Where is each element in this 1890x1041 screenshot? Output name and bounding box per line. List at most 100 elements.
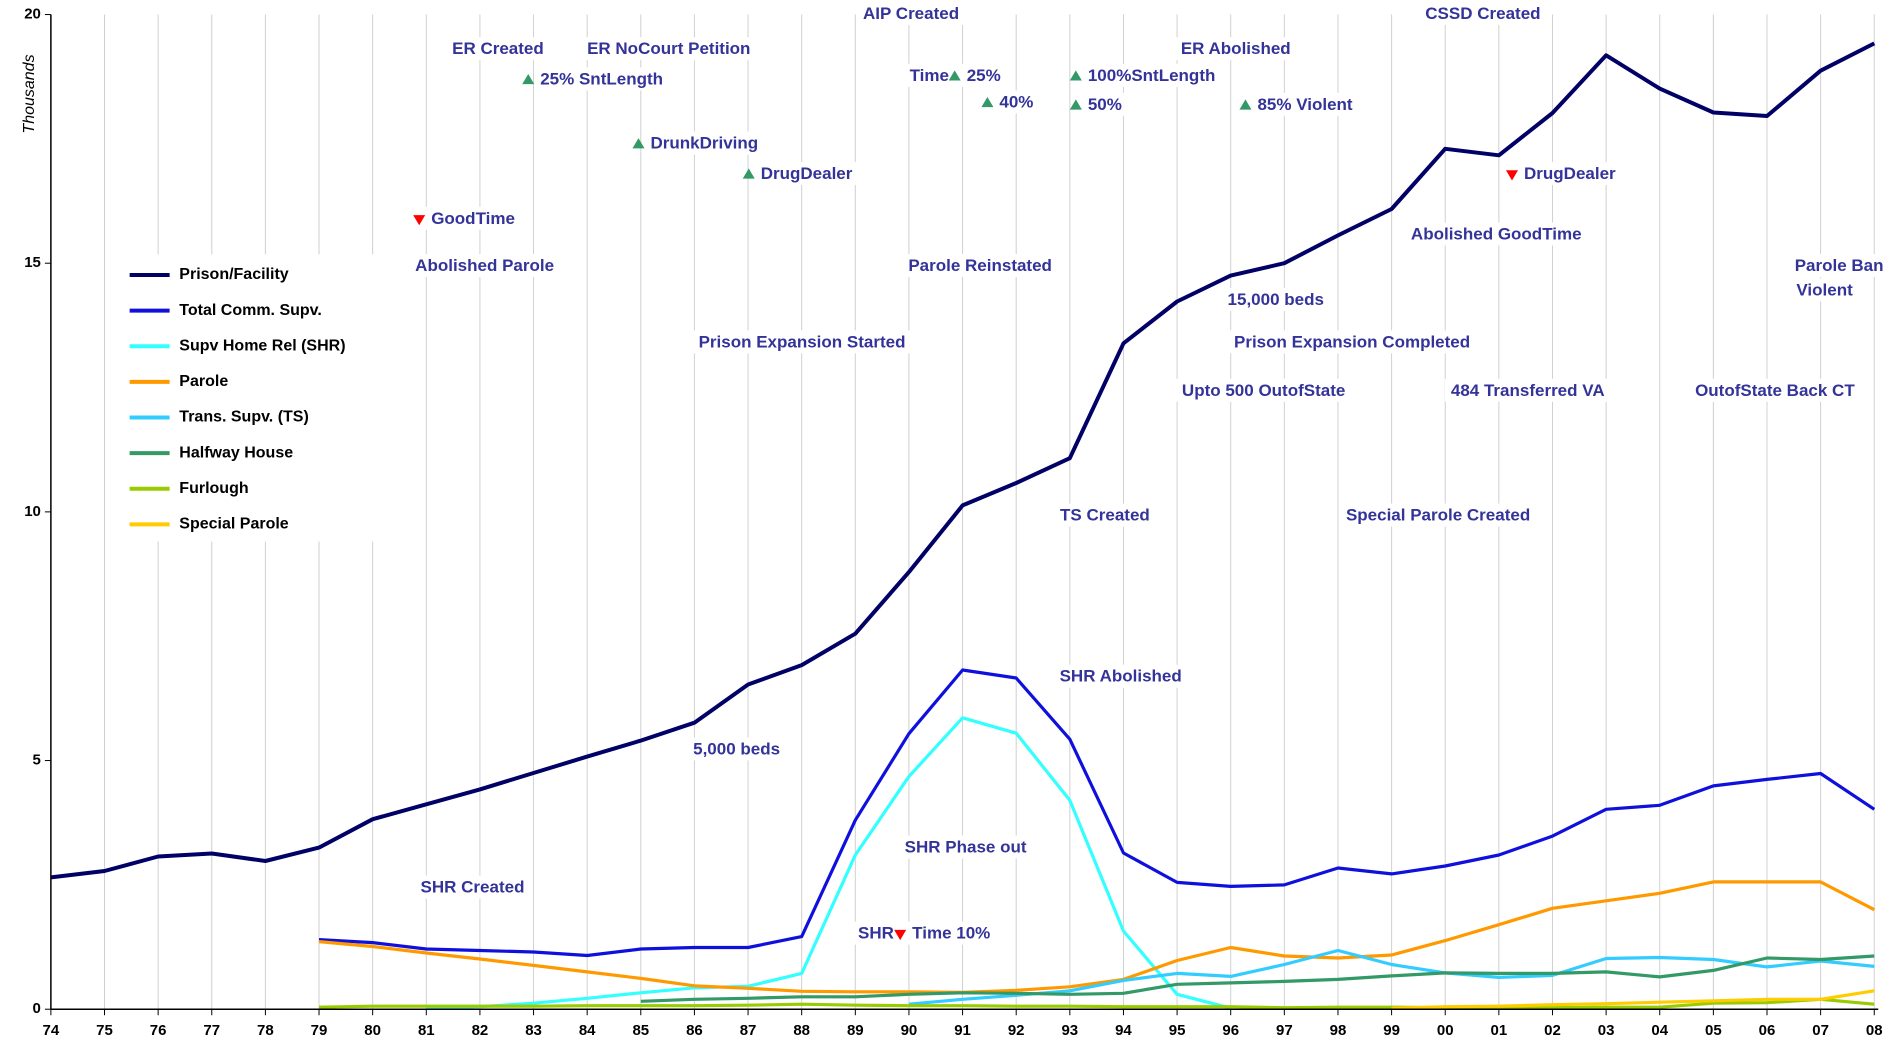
annotation: Violent	[1790, 278, 1860, 302]
x-tick-label: 79	[311, 1022, 328, 1039]
annotation-text: Violent	[1796, 280, 1853, 299]
annotation-marker	[981, 96, 994, 108]
annotation-text: 25% SntLength	[540, 69, 663, 88]
annotation-bg	[906, 921, 997, 945]
annotation-marker	[1069, 99, 1082, 110]
annotation: 40%	[981, 90, 1040, 114]
annotation-marker	[632, 138, 645, 149]
annotation-bg	[902, 254, 1058, 278]
x-tick-label: 83	[525, 1022, 542, 1039]
annotation: 100%SntLength	[1069, 63, 1222, 87]
x-tick-label: 81	[418, 1022, 435, 1039]
x-tick-label: 91	[954, 1022, 971, 1039]
annotation-text: Prison Expansion Started	[699, 332, 906, 351]
x-tick-label: 84	[579, 1022, 596, 1039]
x-tick-label: 99	[1383, 1022, 1400, 1039]
annotation-bg	[1689, 378, 1862, 402]
annotation-bg	[1227, 330, 1477, 354]
x-tick-label: 94	[1115, 1022, 1132, 1039]
annotation: GoodTime	[413, 206, 521, 230]
annotation-bg	[1790, 278, 1860, 302]
annotation-text: Upto 500 OutofState	[1182, 381, 1345, 400]
annotation: CSSD Created	[1419, 2, 1547, 26]
annotation-bg	[534, 67, 670, 91]
annotation-marker	[948, 70, 961, 81]
annotation-bg	[1175, 378, 1352, 402]
x-tick-label: 89	[847, 1022, 864, 1039]
y-tick-label: 15	[24, 254, 41, 271]
annotation: SHR Created	[414, 875, 531, 899]
annotation-text: Parole Ban	[1795, 256, 1884, 275]
x-tick-label: 86	[686, 1022, 703, 1039]
x-tick-label: 06	[1759, 1022, 1776, 1039]
annotation-text: OutofState Back CT	[1695, 381, 1855, 400]
annotation-bg	[903, 63, 955, 87]
annotation: 15,000 beds	[1221, 287, 1330, 311]
annotation-text: DrunkDriving	[650, 134, 758, 153]
series-line	[318, 668, 1876, 958]
annotation: Abolished GoodTime	[1404, 222, 1588, 246]
x-tick-label: 93	[1061, 1022, 1078, 1039]
annotation-text: SHR	[858, 924, 894, 943]
annotation: ER Created	[446, 37, 550, 61]
annotation-text: SHR Created	[421, 878, 525, 897]
annotation-bg	[414, 875, 531, 899]
y-axis-label: Thousands	[21, 54, 38, 133]
annotation: DrunkDriving	[632, 131, 765, 155]
annotation-text: Time 10%	[912, 924, 990, 943]
legend: Prison/Facility Total Comm. Supv. Supv Hom…	[121, 254, 388, 542]
annotation: ER Abolished	[1174, 37, 1297, 61]
annotation-text: DrugDealer	[761, 164, 853, 183]
x-tick-label: 08	[1866, 1022, 1883, 1039]
x-tick-label: 82	[472, 1022, 489, 1039]
x-tick-label: 04	[1651, 1022, 1668, 1039]
x-tick-label: 97	[1276, 1022, 1293, 1039]
annotation: OutofState Back CT	[1689, 378, 1862, 402]
annotation-bg	[851, 921, 900, 945]
annotation-bg	[1788, 254, 1890, 278]
series-line	[318, 880, 1876, 994]
x-tick-label: 92	[1008, 1022, 1025, 1039]
annotation-bg	[425, 206, 521, 230]
annotation-bg	[1081, 63, 1222, 87]
annotation-text: Special Parole Created	[1346, 506, 1530, 525]
annotation-bg	[754, 161, 859, 185]
annotation-bg	[1174, 37, 1297, 61]
legend-bg	[121, 254, 388, 542]
x-tick-label: 05	[1705, 1022, 1722, 1039]
annotation-text: 484 Transferred VA	[1451, 381, 1605, 400]
annotation-bg	[960, 63, 1007, 87]
annotation-text: 15,000 beds	[1228, 290, 1324, 309]
annotation: Time	[903, 63, 955, 87]
lines	[50, 41, 1876, 1010]
annotation-text: 40%	[999, 92, 1033, 111]
x-tick-label: 95	[1169, 1022, 1186, 1039]
legend-label: Halfway House	[179, 444, 293, 461]
annotation: Parole Reinstated	[902, 254, 1058, 278]
annotation-text: ER Abolished	[1181, 39, 1291, 58]
annotation-marker	[413, 215, 426, 226]
annotation: DrugDealer	[1506, 161, 1623, 185]
x-tick-label: 01	[1491, 1022, 1508, 1039]
annotation-text: 5,000 beds	[693, 739, 780, 758]
annotation-text: Time	[910, 66, 949, 85]
annotation-bg	[644, 131, 765, 155]
annotation-text: ER Created	[452, 39, 544, 58]
annotation-marker	[1506, 170, 1518, 181]
annotation: SHR Phase out	[898, 835, 1033, 859]
series-line	[1391, 989, 1875, 1010]
annotation-bg	[1221, 287, 1330, 311]
annotation-text: Prison Expansion Completed	[1234, 332, 1470, 351]
annotation-text: AIP Created	[863, 4, 959, 23]
annotation-text: Abolished Parole	[415, 256, 554, 275]
legend-label: Furlough	[179, 480, 248, 497]
legend-label: Trans. Supv. (TS)	[179, 409, 308, 426]
y-tick-label: 5	[33, 752, 41, 769]
annotation-bg	[1053, 664, 1188, 688]
annotation: 50%	[1069, 92, 1128, 116]
annotation: Upto 500 OutofState	[1175, 378, 1352, 402]
annotation: 25%	[948, 63, 1007, 87]
y-tick-label: 20	[24, 6, 41, 23]
annotation-bg	[1081, 92, 1128, 116]
